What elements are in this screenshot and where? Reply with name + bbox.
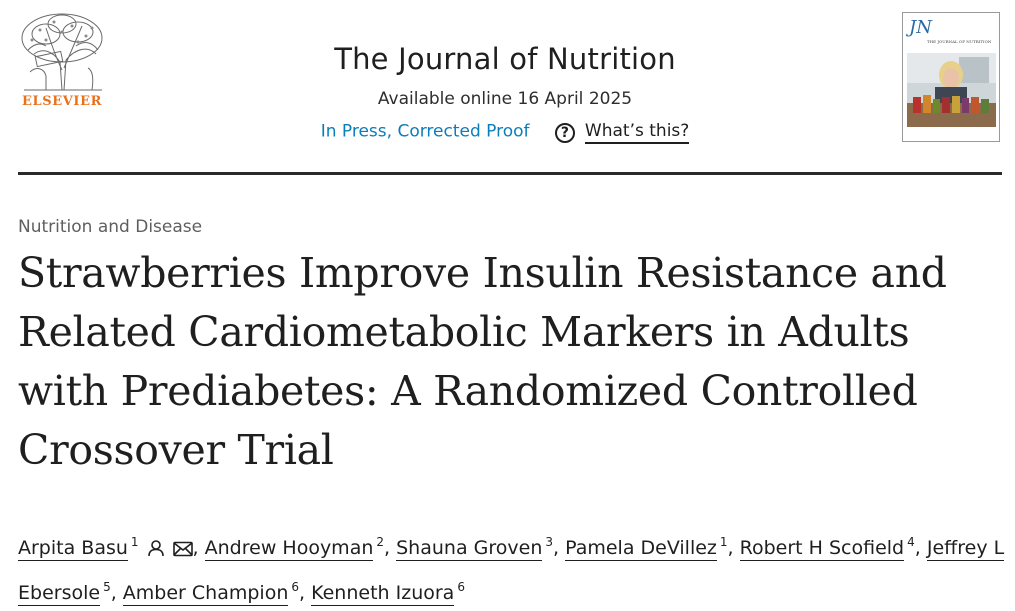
author-name[interactable]: Amber Champion	[122, 582, 289, 606]
whats-this-label: What’s this?	[584, 121, 690, 144]
affiliation-marker[interactable]: 1	[719, 535, 728, 549]
author: Jeffrey L Ebersole 5,	[18, 537, 1005, 606]
affiliation-marker[interactable]: 1	[130, 535, 139, 549]
affiliation-marker[interactable]: 6	[291, 580, 300, 594]
cover-photo	[907, 53, 996, 127]
affiliation-marker[interactable]: 2	[376, 535, 385, 549]
affiliation-marker[interactable]: 6	[457, 580, 465, 594]
affiliation-marker[interactable]: 5	[103, 580, 111, 594]
availability-date: Available online 16 April 2025	[377, 89, 633, 109]
article-section: Nutrition and Disease	[18, 217, 203, 237]
person-icon[interactable]	[147, 533, 165, 569]
affiliation-marker[interactable]: 4	[907, 535, 915, 549]
author: Pamela DeVillez 1,	[565, 535, 740, 561]
author-list: Arpita Basu 1, Andrew Hooyman 2, Shauna Gr…	[18, 524, 1008, 611]
question-circle-icon: ?	[554, 122, 575, 143]
article-title: Strawberries Improve Insulin Resistance …	[18, 249, 947, 474]
journal-cover-image[interactable]: JN THE JOURNAL OF NUTRITION	[902, 12, 1000, 142]
author: Robert H Scofield 4,	[739, 535, 927, 561]
author-name[interactable]: Andrew Hooyman	[204, 537, 374, 561]
author-name[interactable]: Pamela DeVillez	[565, 537, 717, 561]
whats-this-button[interactable]: ? What’s this?	[554, 121, 690, 144]
header-divider	[18, 172, 1002, 175]
envelope-icon[interactable]	[172, 533, 193, 569]
author: Shauna Groven 3,	[396, 535, 566, 561]
journal-title[interactable]: The Journal of Nutrition	[334, 42, 676, 76]
author: Amber Champion 6,	[122, 580, 312, 606]
elsevier-tree-icon[interactable]	[16, 10, 108, 110]
status-row: In Press, Corrected Proof ? What’s this?	[200, 121, 810, 144]
status-link[interactable]: In Press, Corrected Proof	[320, 121, 530, 142]
author: Arpita Basu 1,	[18, 535, 205, 561]
cover-title: JN	[909, 17, 932, 38]
author-name[interactable]: Arpita Basu	[18, 537, 128, 561]
author: Kenneth Izuora 6	[311, 580, 465, 606]
publisher-name: ELSEVIER	[21, 94, 103, 109]
author-name[interactable]: Kenneth Izuora	[311, 582, 455, 606]
cover-subtitle: THE JOURNAL OF NUTRITION	[927, 39, 992, 44]
author: Andrew Hooyman 2,	[204, 535, 397, 561]
author-name[interactable]: Robert H Scofield	[739, 537, 905, 561]
author-name[interactable]: Jeffrey L Ebersole	[18, 537, 1005, 606]
affiliation-marker[interactable]: 3	[545, 535, 553, 549]
author-name[interactable]: Shauna Groven	[396, 537, 543, 561]
